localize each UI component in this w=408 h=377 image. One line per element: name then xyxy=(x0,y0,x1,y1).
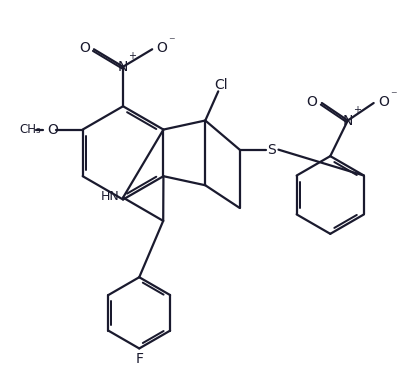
Text: O: O xyxy=(378,95,389,109)
Text: S: S xyxy=(268,143,276,157)
Text: F: F xyxy=(135,352,143,366)
Text: O: O xyxy=(157,41,167,55)
Text: O: O xyxy=(47,123,58,136)
Text: O: O xyxy=(307,95,317,109)
Text: ⁻: ⁻ xyxy=(390,89,397,102)
Text: +: + xyxy=(128,51,136,61)
Text: N: N xyxy=(118,60,128,74)
Text: HN: HN xyxy=(101,190,120,203)
Text: +: + xyxy=(353,105,361,115)
Text: N: N xyxy=(343,113,353,127)
Text: CH₃: CH₃ xyxy=(20,123,41,136)
Text: O: O xyxy=(79,41,90,55)
Text: Cl: Cl xyxy=(215,78,228,92)
Text: ⁻: ⁻ xyxy=(169,35,175,48)
